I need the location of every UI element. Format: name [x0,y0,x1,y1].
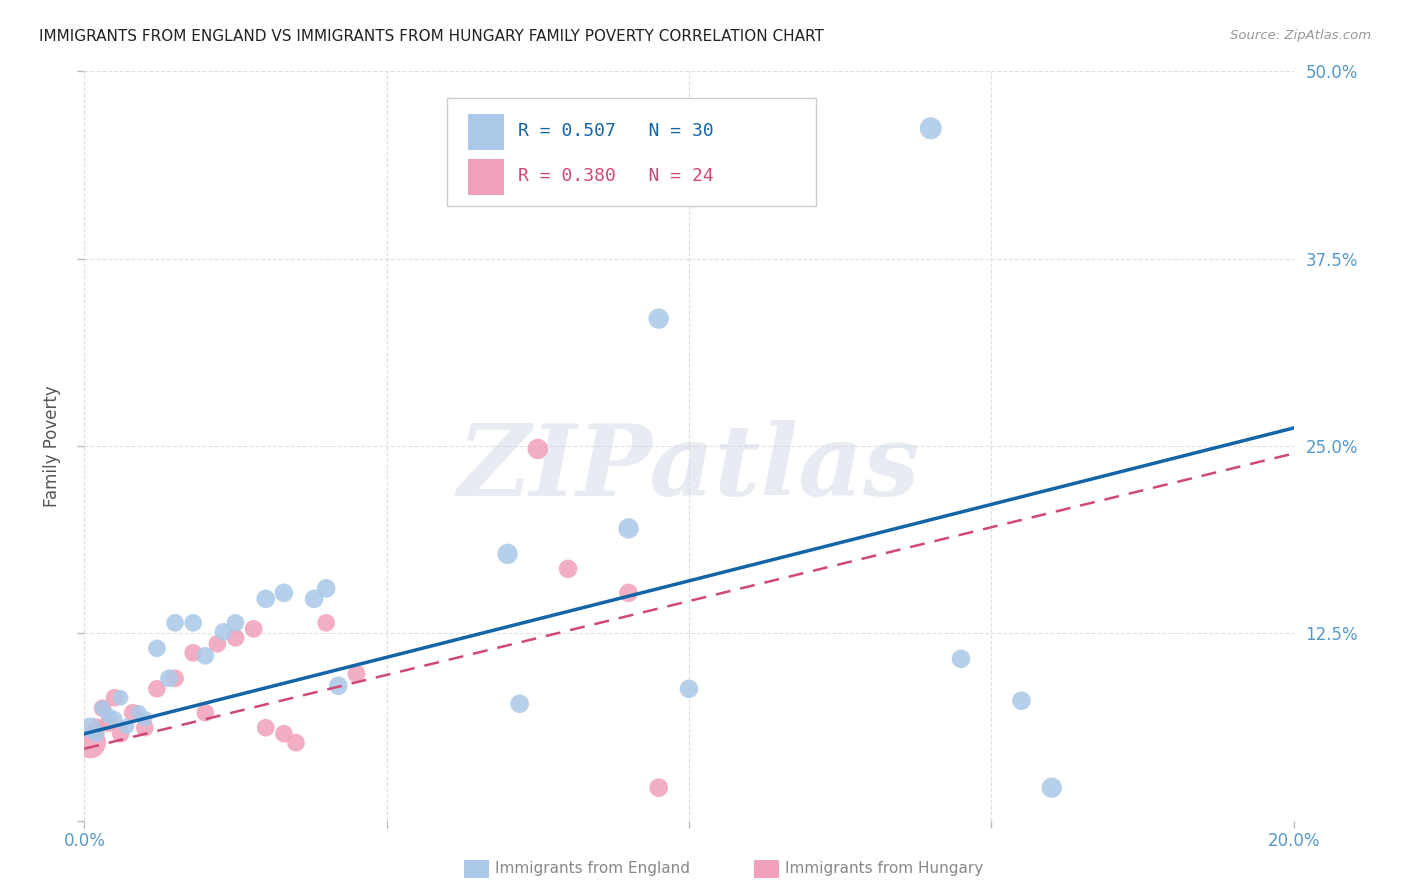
Point [617,521,640,535]
Point [920,121,942,136]
Point [110,727,132,741]
Point [346,666,368,681]
Point [496,547,519,561]
Point [97,708,120,723]
Point [121,706,143,720]
Point [254,721,277,735]
Point [648,311,671,326]
Point [207,637,229,651]
Point [302,591,325,606]
Point [1011,694,1033,708]
Point [128,706,150,720]
Text: Immigrants from England: Immigrants from England [495,862,690,876]
Point [328,679,350,693]
Text: R = 0.380   N = 24: R = 0.380 N = 24 [519,168,714,186]
Point [79,736,101,750]
Point [157,671,180,685]
Point [115,719,138,733]
Point [254,591,277,606]
Point [165,615,187,630]
Point [212,624,235,639]
Point [91,701,114,715]
Point [181,615,204,630]
Point [273,586,295,600]
Point [86,721,108,735]
Point [110,690,132,705]
Point [181,646,204,660]
Point [134,721,156,735]
Point [146,681,169,696]
Point [79,721,101,735]
Point [194,706,217,720]
Point [678,681,700,696]
Point [617,586,640,600]
Text: IMMIGRANTS FROM ENGLAND VS IMMIGRANTS FROM HUNGARY FAMILY POVERTY CORRELATION CH: IMMIGRANTS FROM ENGLAND VS IMMIGRANTS FR… [39,29,824,44]
Text: ZIPatlas: ZIPatlas [458,420,920,516]
Point [315,615,337,630]
Point [242,622,264,636]
FancyBboxPatch shape [468,114,503,150]
Point [1040,780,1063,795]
Point [165,671,187,685]
Point [273,727,295,741]
Point [104,690,127,705]
Point [285,736,308,750]
Point [91,701,114,715]
FancyBboxPatch shape [447,97,815,206]
Text: R = 0.507   N = 30: R = 0.507 N = 30 [519,122,714,140]
Point [648,780,671,795]
Point [97,716,120,731]
Point [194,648,217,663]
Point [104,712,127,726]
Point [527,442,550,456]
Text: Source: ZipAtlas.com: Source: ZipAtlas.com [1230,29,1371,42]
Point [950,652,973,666]
Point [134,712,156,726]
Point [146,641,169,656]
Point [557,562,579,576]
Point [315,582,337,596]
Point [225,615,247,630]
Point [509,697,531,711]
Y-axis label: Family Poverty: Family Poverty [42,385,60,507]
Point [86,727,108,741]
Point [225,631,247,645]
FancyBboxPatch shape [468,159,503,195]
Text: Immigrants from Hungary: Immigrants from Hungary [785,862,983,876]
